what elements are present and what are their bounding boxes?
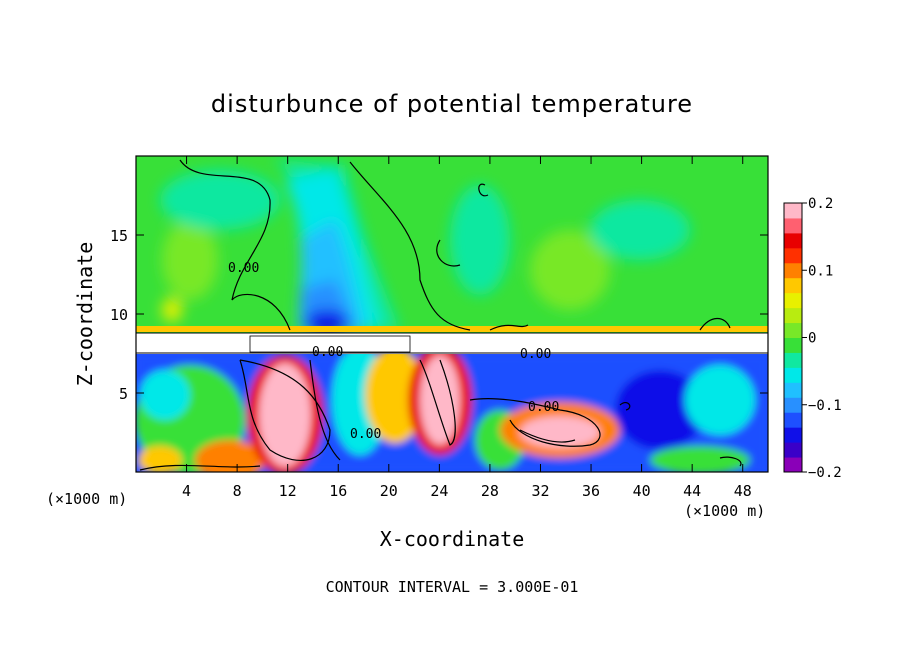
y-tick-label: 15 xyxy=(110,227,128,245)
colorbar-swatch xyxy=(784,457,802,473)
colorbar-swatch xyxy=(784,247,802,264)
x-tick-label: 24 xyxy=(430,482,448,500)
colorbar-swatch xyxy=(784,322,802,338)
colorbar-tick-label: 0.2 xyxy=(808,196,833,212)
lower-layer-shading xyxy=(136,345,768,472)
colorbar-tick-label: −0.2 xyxy=(808,465,842,481)
y-axis-title: Z-coordinate xyxy=(73,242,97,387)
x-axis-unit-label: (×1000 m) xyxy=(684,502,765,520)
y-axis: 5 10 15 xyxy=(110,227,768,403)
x-tick-label: 40 xyxy=(633,482,651,500)
colorbar-tick-label: 0 xyxy=(808,331,816,347)
colorbar-tick-label: −0.1 xyxy=(808,398,842,414)
y-tick-label: 10 xyxy=(110,306,128,324)
colorbar-swatch xyxy=(784,367,802,383)
colorbar-swatch xyxy=(784,292,802,309)
x-tick-label: 4 xyxy=(182,482,191,500)
colorbar-swatch xyxy=(784,427,802,443)
plot-area: 0.00 0.00 0.00 0.00 0.00 xyxy=(136,156,768,472)
masked-band xyxy=(136,333,768,354)
x-tick-label: 8 xyxy=(233,482,242,500)
x-tick-label: 48 xyxy=(734,482,752,500)
upper-edge-strip xyxy=(136,326,768,332)
x-tick-label: 20 xyxy=(380,482,398,500)
colorbar-swatch xyxy=(784,277,802,294)
y-tick-label: 5 xyxy=(119,385,128,403)
colorbar-swatch xyxy=(784,203,802,219)
x-axis: 4 8 12 16 20 24 28 32 36 40 44 48 xyxy=(182,156,752,500)
colorbar-swatch xyxy=(784,412,802,428)
x-tick-label: 28 xyxy=(481,482,499,500)
x-tick-label: 12 xyxy=(279,482,297,500)
colorbar-tick-label: 0.1 xyxy=(808,263,833,279)
colorbar-swatch xyxy=(784,232,802,249)
contour-value-labels: 0.00 0.00 0.00 0.00 0.00 xyxy=(228,261,559,442)
contour-lines xyxy=(139,159,742,471)
colorbar-swatch xyxy=(784,262,802,279)
contour-label: 0.00 xyxy=(228,261,259,276)
colorbar-swatch xyxy=(784,217,802,234)
x-tick-label: 32 xyxy=(531,482,549,500)
colorbar-swatch xyxy=(784,442,802,458)
colorbar-swatch xyxy=(784,382,802,398)
contour-label: 0.00 xyxy=(312,345,343,360)
colorbar-swatch xyxy=(784,307,802,324)
y-axis-unit-label: (×1000 m) xyxy=(46,490,127,508)
chart-title: disturbunce of potential temperature xyxy=(211,90,693,118)
contour-label: 0.00 xyxy=(520,347,551,362)
x-tick-label: 44 xyxy=(683,482,701,500)
x-tick-label: 36 xyxy=(582,482,600,500)
colorbar: 0.2 0.1 0 −0.1 −0.2 xyxy=(783,196,842,481)
x-tick-label: 16 xyxy=(329,482,347,500)
contour-label: 0.00 xyxy=(528,400,559,415)
contour-interval-note: CONTOUR INTERVAL = 3.000E-01 xyxy=(326,578,579,596)
colorbar-swatch xyxy=(784,352,802,368)
colorbar-swatch xyxy=(784,397,802,413)
x-axis-title: X-coordinate xyxy=(380,527,525,551)
colorbar-swatch xyxy=(784,337,802,353)
contour-label: 0.00 xyxy=(350,427,381,442)
